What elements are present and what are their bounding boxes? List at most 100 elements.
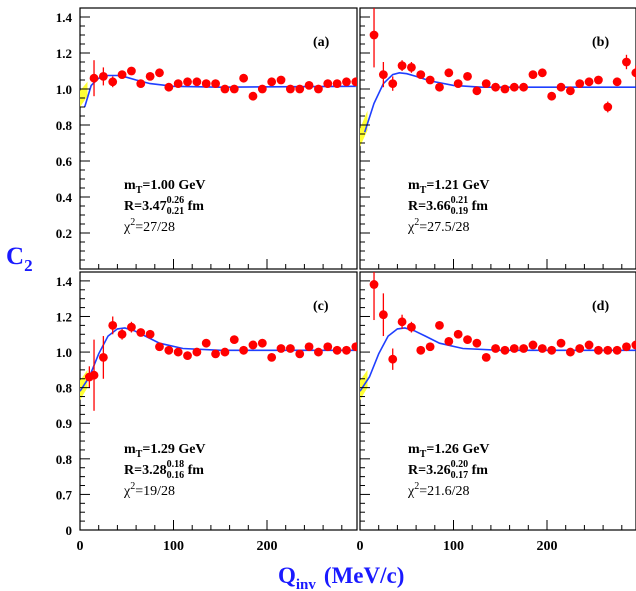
mt-symbol: m: [408, 178, 420, 193]
data-point: [136, 79, 146, 88]
axis-frames: [79, 7, 636, 531]
plot-frame: [79, 7, 358, 270]
data-point: [369, 280, 379, 289]
data-point: [304, 342, 314, 352]
data-point: [453, 329, 463, 339]
data-point: [565, 347, 575, 357]
data-point: [631, 340, 636, 350]
x-tick-label: 200: [537, 539, 558, 554]
data-point: [304, 81, 314, 90]
chi2-symbol: χ: [123, 220, 131, 235]
y-tick-label: 1.2: [56, 46, 72, 61]
data-point: [332, 79, 342, 88]
data-point: [201, 79, 211, 88]
chi2-annotation: χ2=19/28: [123, 481, 175, 499]
data-point: [127, 322, 136, 332]
data-point: [584, 340, 594, 350]
data-point: [173, 79, 183, 88]
data-point: [397, 61, 407, 70]
data-point: [267, 353, 277, 362]
radius-lower-error: 0.16: [167, 470, 185, 481]
data-point: [369, 30, 379, 40]
radius-lower-error: 0.19: [451, 206, 469, 217]
data-point: [603, 102, 613, 112]
data-point: [575, 79, 585, 88]
data-point: [211, 349, 220, 359]
data-point: [332, 345, 342, 355]
plot-area: [360, 8, 636, 147]
panel-label: (b): [592, 35, 609, 50]
radius-unit: fm: [468, 199, 488, 214]
data-point: [612, 345, 622, 355]
data-point: [89, 370, 99, 380]
mt-subscript: T: [420, 185, 427, 196]
x-axis-title-unit: (MeV/c): [324, 563, 404, 588]
chi2-symbol: χ: [123, 484, 131, 499]
x-tick-label: 100: [443, 539, 464, 554]
data-point: [276, 75, 286, 85]
data-point: [622, 342, 631, 352]
panel-label: (a): [313, 35, 330, 50]
x-tick-label: 200: [257, 539, 278, 554]
data-point: [314, 347, 323, 357]
mt-annotation: mT=1.00 GeV: [124, 178, 206, 196]
data-point: [509, 344, 519, 353]
data-point: [425, 342, 435, 352]
data-point: [323, 342, 333, 352]
data-point: [537, 344, 547, 353]
radius-upper-error: 0.20: [451, 459, 469, 470]
data-point: [584, 77, 594, 87]
chi2-symbol: χ: [407, 484, 415, 499]
data-point: [98, 72, 108, 81]
plot-area: [80, 316, 357, 411]
mt-value: =1.26 GeV: [426, 442, 489, 457]
chi2-annotation: χ2=27/28: [123, 217, 175, 235]
mt-value: =1.00 GeV: [142, 178, 205, 193]
data-point: [145, 329, 155, 339]
chi2-superscript: 2: [130, 481, 135, 492]
chi2-symbol: χ: [407, 220, 415, 235]
data-point: [323, 79, 333, 88]
data-point: [108, 77, 118, 87]
radius-value: R=3.28: [124, 463, 167, 478]
x-tick-label: 0: [77, 539, 84, 554]
data-point: [435, 82, 444, 92]
data-point: [183, 351, 192, 361]
chi2-value: =27/28: [135, 220, 175, 235]
y-tick-label: 0.8: [56, 381, 73, 396]
mt-subscript: T: [136, 185, 143, 196]
radius-value: R=3.47: [124, 199, 167, 214]
radius-unit: fm: [184, 199, 204, 214]
data-point: [500, 84, 510, 94]
data-point: [388, 79, 398, 88]
data-point: [220, 347, 230, 357]
y-tick-label: 0.6: [56, 154, 73, 169]
data-point: [89, 73, 99, 83]
y-tick-label: 0.8: [56, 118, 73, 133]
radius-annotation: R=3.470.26 0.21 fm: [124, 195, 204, 217]
data-point: [164, 82, 174, 92]
data-point: [183, 77, 192, 87]
data-point: [239, 73, 249, 83]
chi2-annotation: χ2=27.5/28: [407, 217, 470, 235]
data-point: [201, 338, 211, 348]
radius-lower-error: 0.21: [167, 206, 185, 217]
data-point: [117, 70, 127, 79]
data-point: [257, 338, 267, 348]
chi2-annotation: χ2=21.6/28: [407, 481, 470, 499]
data-point: [444, 68, 454, 78]
data-point: [491, 82, 500, 92]
data-point: [285, 344, 295, 353]
data-point: [155, 342, 164, 352]
data-point: [248, 91, 258, 101]
data-point: [276, 344, 286, 353]
data-point: [463, 335, 472, 345]
x-axis-title: Qinv (MeV/c): [278, 563, 404, 591]
panel-label: (d): [592, 299, 609, 314]
y-tick-label: 0.4: [56, 190, 73, 205]
chi2-value: =21.6/28: [419, 484, 469, 499]
data-point: [342, 345, 351, 355]
